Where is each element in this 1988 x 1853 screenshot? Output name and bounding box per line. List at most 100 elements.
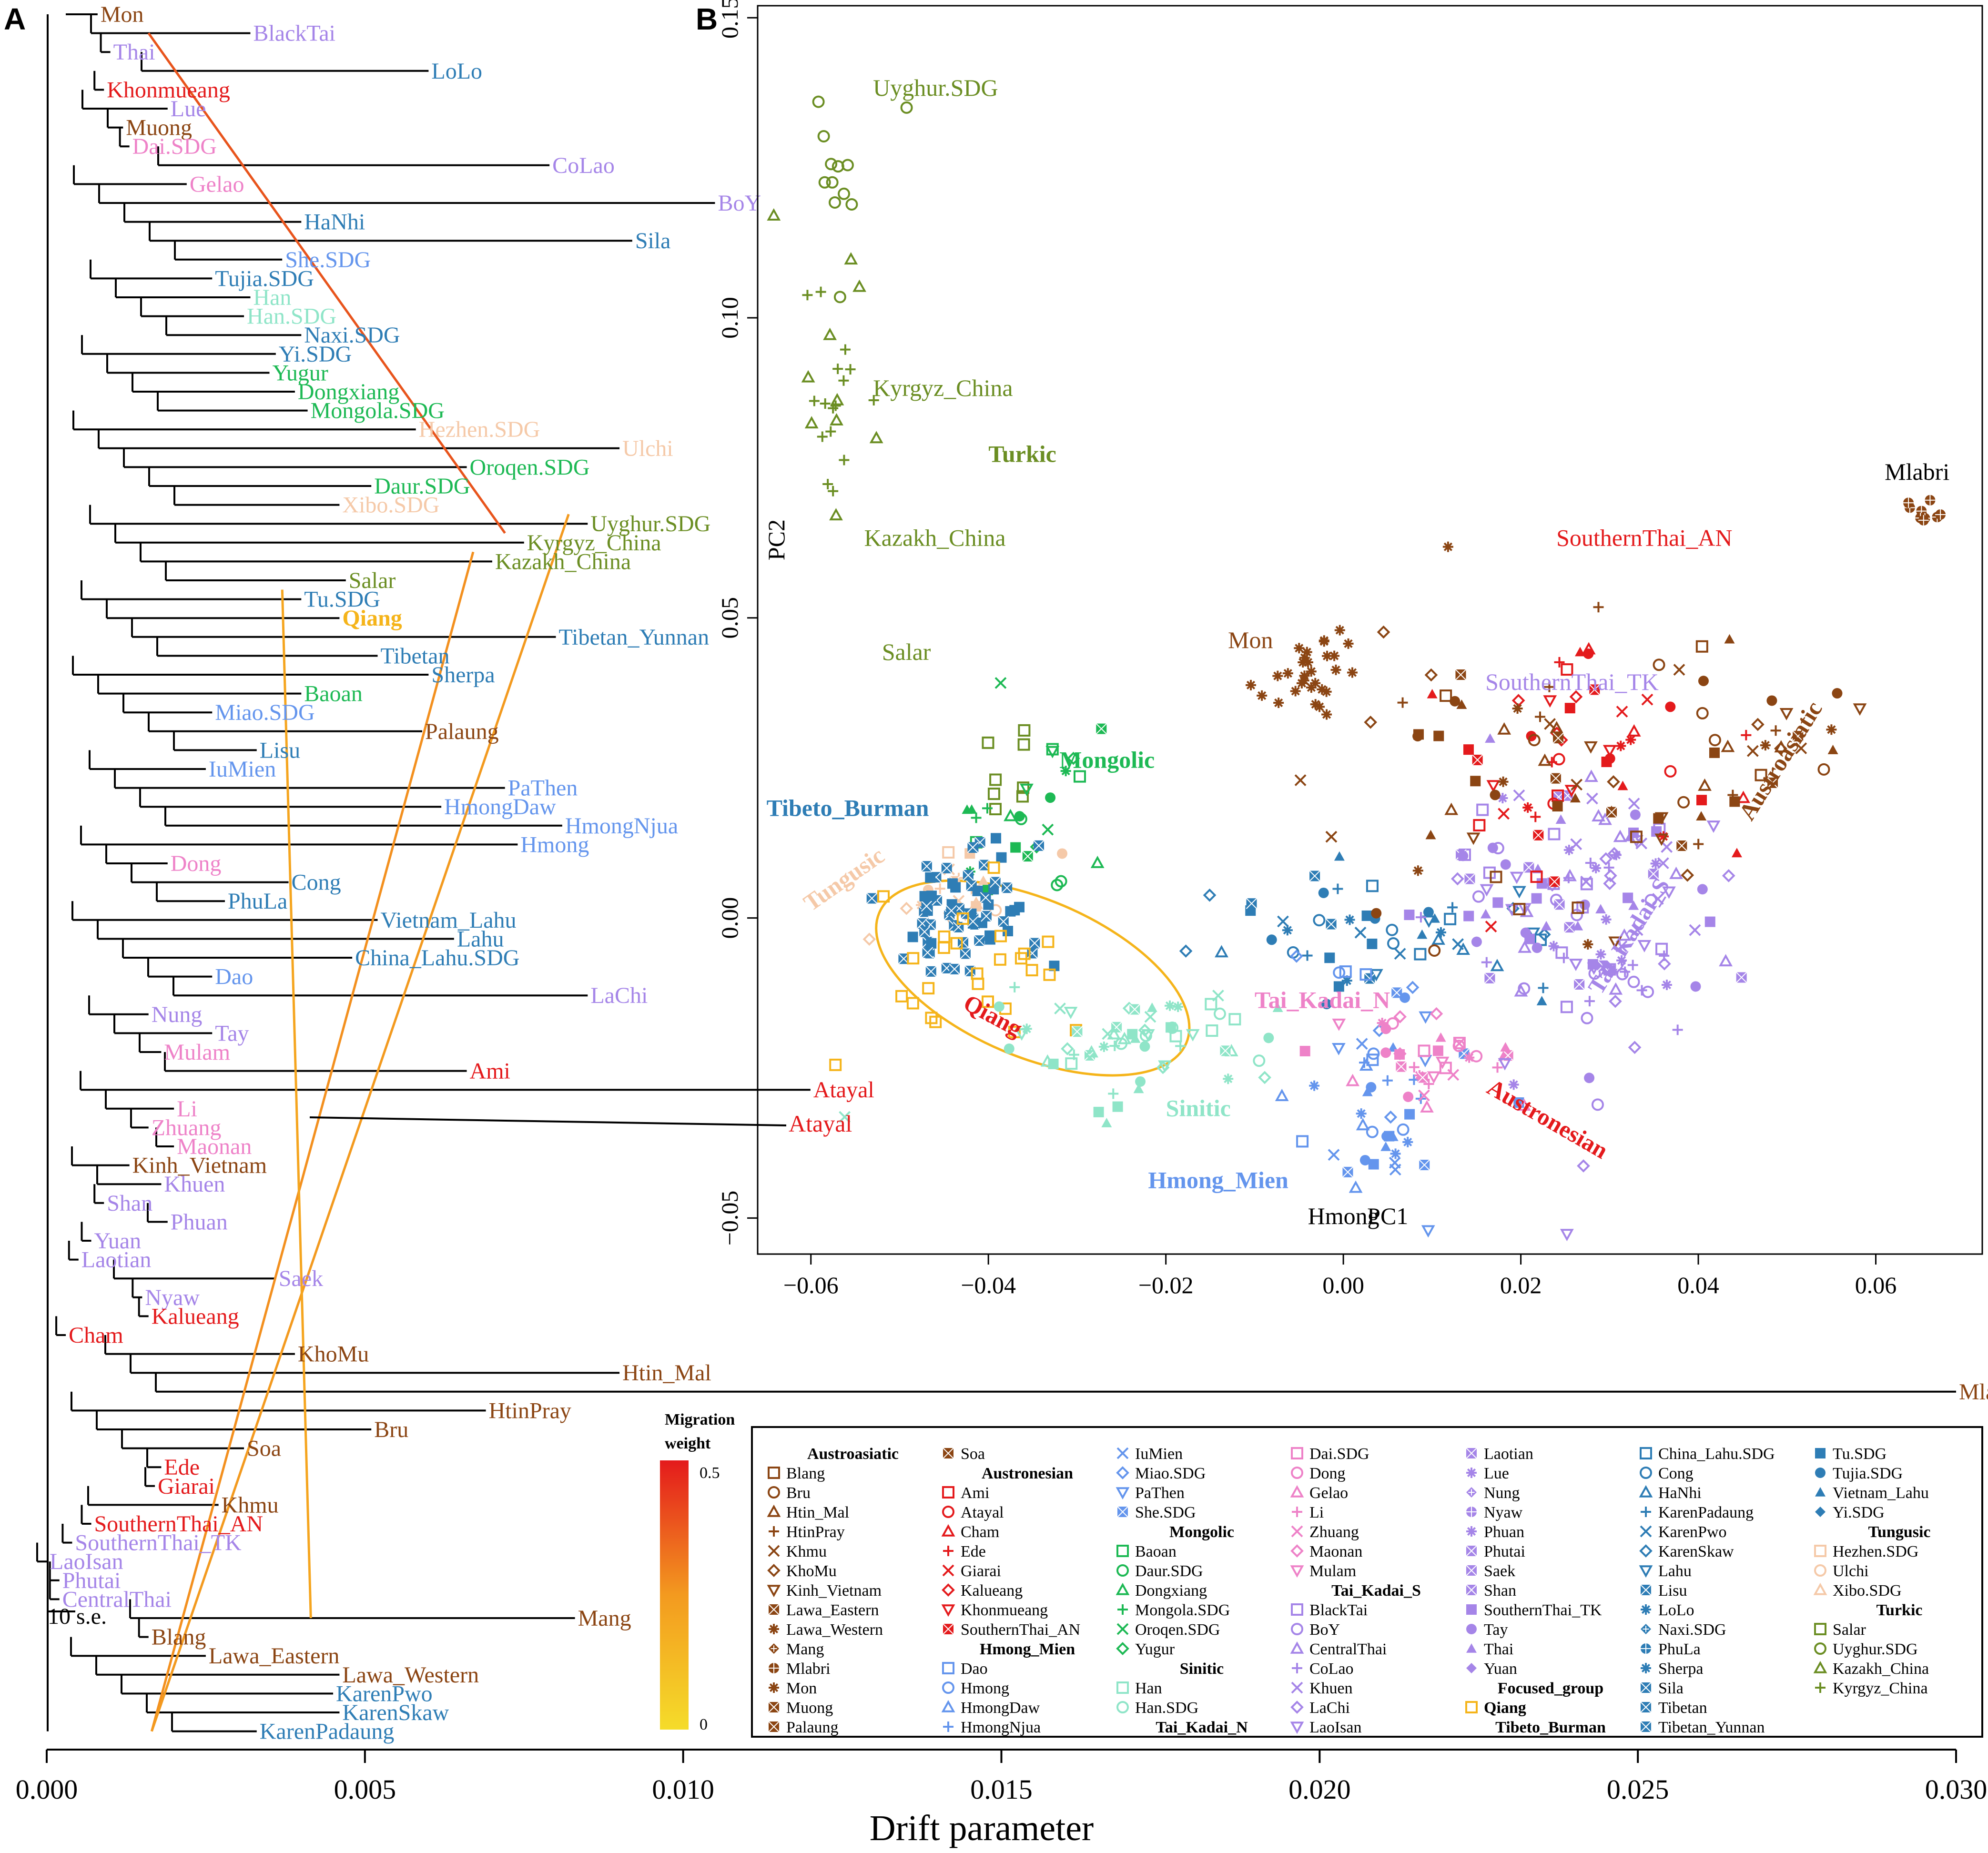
pca-point-hmong-mien-28 — [1359, 1154, 1370, 1165]
pca-point-sinitic-22 — [1253, 1054, 1266, 1067]
pca-point-qiang-17 — [1043, 968, 1056, 981]
pca-point-tai-kadai-n-25 — [1403, 1092, 1414, 1103]
pca-point-tibeto-burman-s-40 — [1313, 914, 1326, 927]
pc1-tick-label-1: −0.04 — [961, 1272, 1016, 1298]
pca-point-uyghur-sdg-0 — [900, 101, 913, 114]
pca-point-hmong-mien-26 — [1309, 1080, 1320, 1091]
tip-label-dao: Dao — [215, 964, 253, 990]
pca-point-tai-kadai-s-20 — [1616, 955, 1627, 966]
pca-point-tibeto-burman-s-46-mark — [1364, 972, 1375, 984]
pca-point-austroasiatic-43 — [1294, 774, 1307, 786]
pca-point-kazakh-china-4 — [829, 508, 843, 521]
pca-point-kyrgyz-china-5 — [817, 431, 828, 442]
pca-point-kyrgyz-china-1 — [845, 364, 856, 375]
drift-tick-label-4: 0.020 — [1288, 1774, 1351, 1805]
pca-point-tibeto-burman-s-11 — [1435, 927, 1446, 938]
legend-label-tibetan: Tibetan — [1658, 1699, 1707, 1717]
pca-point-hmong-mien-43 — [1367, 1047, 1380, 1060]
tip-label-palaung: Palaung — [425, 719, 499, 744]
pca-point-tibeto-burman-n-48 — [996, 852, 1007, 863]
pca-point-tai-kadai-s-26 — [1613, 830, 1627, 842]
pca-point-austroasiatic-40 — [1817, 763, 1830, 776]
pca-point-austroasiatic-38 — [1696, 811, 1707, 821]
pca-point-uyghur-sdg-1 — [817, 130, 830, 142]
pca-point-austronesian-25 — [1485, 921, 1497, 932]
pca-point-austroasiatic-27 — [1440, 689, 1452, 702]
pca-point-austroasiatic-46-mark — [1550, 772, 1562, 784]
pca-point-mlabri-4-mark — [1935, 509, 1946, 520]
pca-point-tai-kadai-s-60 — [1580, 878, 1593, 891]
legend-symbol-khmu — [768, 1545, 780, 1557]
pca-label-uyghur-sdg: Uyghur.SDG — [873, 74, 998, 101]
migration-max-label: 0.5 — [700, 1464, 720, 1482]
pca-point-tai-kadai-n-27 — [1453, 1037, 1466, 1050]
pca-point-tai-kadai-n-5 — [1517, 1098, 1531, 1111]
pca-point-hmong-mien-33 — [1359, 1057, 1370, 1068]
pca-point-austroasiatic-47 — [1512, 703, 1523, 714]
pca-point-tai-kadai-s-80 — [1508, 1079, 1519, 1090]
pca-point-kyrgyz-china-13 — [830, 400, 841, 411]
pca-point-austronesian-37 — [1498, 808, 1510, 820]
tip-label-dong: Dong — [171, 851, 222, 876]
pca-point-mon-12 — [1321, 650, 1332, 661]
pca-point-austroasiatic-14 — [1425, 830, 1436, 840]
tip-label-kalueang: Kalueang — [152, 1304, 239, 1329]
pca-point-sinitic-33 — [1228, 1013, 1241, 1026]
legend-symbol-tu-sdg — [1815, 1448, 1826, 1458]
tip-label-southernthai-tk: SouthernThai_TK — [75, 1530, 242, 1556]
tip-label-mongola-sdg: Mongola.SDG — [311, 398, 445, 424]
pca-point-mlabri-8-mark — [1903, 497, 1914, 508]
legend-header-tai-kadai-n: Tai_Kadai_N — [1156, 1719, 1248, 1736]
pca-label-southernthai-tk: SouthernThai_TK — [1485, 668, 1659, 695]
pca-point-austronesian-45 — [1473, 819, 1486, 831]
pca-point-qiang-18 — [994, 930, 1007, 942]
legend-label-tujia-sdg: Tujia.SDG — [1833, 1465, 1903, 1482]
pca-point-tungusic-9 — [942, 846, 955, 859]
legend-label-kalueang: Kalueang — [961, 1582, 1023, 1600]
pca-point-sinitic-38 — [1156, 1061, 1170, 1074]
pca-point-sinitic-21 — [1205, 998, 1217, 1011]
legend-symbol-kyrgyz-china — [1815, 1682, 1826, 1693]
legend-label-laoisan: LaoIsan — [1309, 1719, 1362, 1736]
pca-point-tai-kadai-s-45 — [1463, 911, 1474, 921]
pca-point-austroasiatic-52 — [1428, 944, 1441, 957]
pca-point-tai-kadai-s-99 — [1603, 862, 1614, 873]
legend-label-ami: Ami — [961, 1484, 989, 1502]
pca-point-austronesian-36 — [1741, 729, 1752, 740]
pca-point-austronesian-16-mark — [1532, 830, 1544, 841]
pca-point-tai-kadai-s-24 — [1548, 828, 1561, 840]
legend-symbol-gelao — [1290, 1485, 1304, 1498]
legend-symbol-lue — [1466, 1468, 1477, 1478]
pca-point-tai-kadai-s-111 — [1481, 957, 1492, 968]
pca-point-tibeto-burman-n-19-mark — [998, 916, 1009, 927]
pca-label-sinitic: Sinitic — [1166, 1094, 1231, 1121]
pca-point-tai-kadai-n-34-mark — [1417, 1072, 1429, 1083]
pca-point-tai-kadai-n-18 — [1492, 1062, 1503, 1073]
pca-point-tibeto-burman-s-35 — [1341, 975, 1352, 986]
legend-label-blang: Blang — [786, 1465, 825, 1482]
tip-label-tujia-sdg: Tujia.SDG — [215, 266, 314, 291]
pca-point-tai-kadai-s-66 — [1637, 940, 1652, 952]
legend-symbol-ami — [942, 1486, 954, 1499]
tip-label-cong: Cong — [292, 870, 341, 895]
pca-point-tai-kadai-s-52 — [1586, 792, 1598, 805]
pca-point-sinitic-5 — [1164, 1000, 1175, 1011]
legend-symbol-naxi-sdg-mark — [1643, 1626, 1649, 1632]
pca-point-kazakh-china-3 — [869, 431, 883, 444]
legend-symbol-lahu — [1639, 1565, 1653, 1578]
cluster-mon — [1246, 625, 1358, 720]
cluster-tai-kadai-s — [1404, 733, 1747, 1242]
pca-point-tai-kadai-s-23 — [1595, 904, 1606, 914]
pca-point-tai-kadai-s-3 — [1627, 960, 1638, 971]
pca-point-tai-kadai-s-29 — [1450, 872, 1464, 886]
pca-point-tibeto-burman-s-24 — [1324, 952, 1335, 963]
pca-point-austronesian-32 — [1574, 647, 1585, 657]
pca-point-tai-kadai-s-91-mark — [1573, 979, 1585, 990]
pca-point-sinitic-51 — [1064, 1007, 1078, 1019]
legend-symbol-phuan — [1466, 1526, 1477, 1537]
legend-label-mon: Mon — [786, 1680, 817, 1697]
pca-point-tibeto-burman-s-28 — [1387, 937, 1400, 950]
legend-symbol-lawa-western — [769, 1624, 779, 1634]
pca-point-austronesian-17 — [1522, 802, 1533, 813]
